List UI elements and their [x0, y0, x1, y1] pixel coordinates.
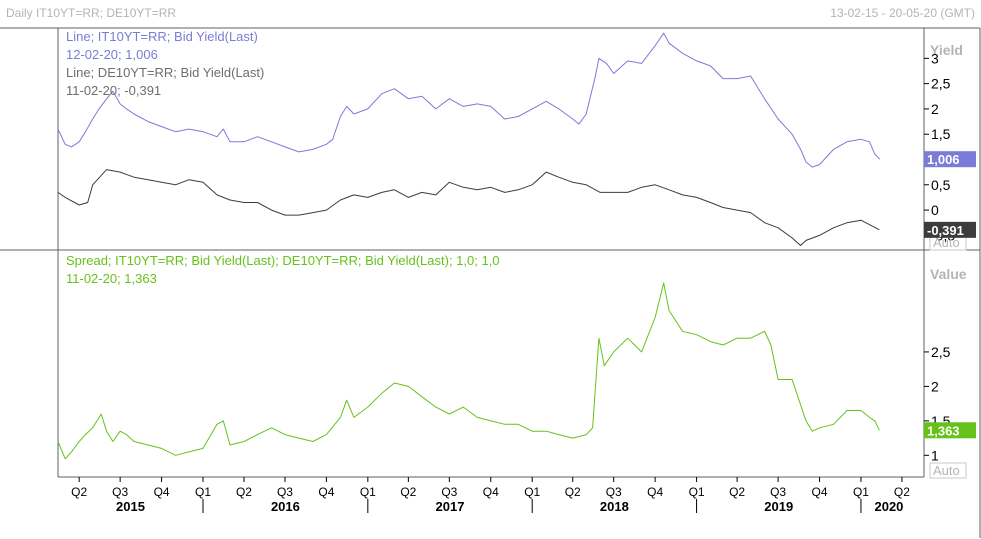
x-tick-label: Q2: [565, 485, 581, 499]
y-tick-label: 2: [931, 101, 939, 117]
series-line-it10yt-rr: [57, 32, 881, 168]
last-value-badge: [924, 221, 976, 238]
x-tick-label: Q1: [195, 485, 211, 499]
x-tick-label: Q2: [729, 485, 745, 499]
y-axis-label: Yield: [930, 42, 963, 58]
last-value-badge: [924, 151, 976, 168]
chart-title: Daily IT10YT=RR; DE10YT=RR: [6, 6, 177, 20]
year-label: 2019: [764, 499, 793, 514]
date-range: 13-02-15 - 20-05-20 (GMT): [830, 6, 975, 20]
legend-entry: 11-02-20; 1,363: [66, 271, 157, 286]
last-value-label: -0,391: [927, 223, 964, 238]
x-tick-label: Q4: [483, 485, 499, 499]
x-tick-label: Q4: [647, 485, 663, 499]
x-tick-label: Q1: [524, 485, 540, 499]
year-label: 2020: [874, 499, 903, 514]
x-tick-label: Q3: [770, 485, 786, 499]
y-tick-label: 0: [931, 202, 939, 218]
y-tick-label: 2: [931, 378, 939, 394]
y-axis-label: Value: [930, 266, 967, 282]
x-tick-label: Q3: [112, 485, 128, 499]
last-value-label: 1,006: [927, 152, 960, 167]
y-tick-label: 2,5: [931, 76, 951, 92]
x-tick-label: Q2: [894, 485, 910, 499]
x-tick-label: Q4: [812, 485, 828, 499]
legend-entry: 12-02-20; 1,006: [66, 47, 158, 62]
auto-scale-box: [929, 462, 967, 479]
year-label: 2015: [116, 499, 145, 514]
top-panel[interactable]: Yield32,521,510,50-0,5Auto1,006-0,391Lin…: [57, 29, 976, 251]
x-tick-label: Q1: [853, 485, 869, 499]
last-value-label: 1,363: [927, 423, 960, 438]
y-tick-label: 0,5: [931, 177, 951, 193]
legend-entry: Line; DE10YT=RR; Bid Yield(Last): [66, 65, 264, 80]
x-tick-label: Q3: [277, 485, 293, 499]
y-tick-label: 1: [931, 447, 939, 463]
y-tick-label: 2,5: [931, 344, 951, 360]
y-tick-label: 3: [931, 50, 939, 66]
y-tick-label: 1,5: [931, 126, 951, 142]
auto-scale-label: Auto: [933, 463, 960, 478]
x-tick-label: Q1: [689, 485, 705, 499]
year-label: 2018: [600, 499, 629, 514]
year-label: 2016: [271, 499, 300, 514]
auto-scale-label: Auto: [933, 235, 960, 250]
legend-entry: Line; IT10YT=RR; Bid Yield(Last): [66, 29, 258, 44]
x-tick-label: Q3: [606, 485, 622, 499]
last-value-badge: [924, 422, 976, 439]
x-tick-label: Q2: [236, 485, 252, 499]
series-line-spread: [57, 282, 880, 460]
series-line-de10yt-rr: [57, 169, 880, 246]
x-tick-label: Q2: [71, 485, 87, 499]
x-tick-label: Q4: [318, 485, 334, 499]
legend-entry: 11-02-20; -0,391: [66, 83, 161, 98]
legend-entry: Spread; IT10YT=RR; Bid Yield(Last); DE10…: [66, 253, 500, 268]
x-tick-label: Q2: [400, 485, 416, 499]
x-axis: Q2 Q3 Q4 Q1 Q2 Q3 Q4 Q1 Q2 Q3 Q4 Q1 Q2 Q3 Q4 Q1 Q2 Q3 Q4 Q1…: [71, 477, 910, 514]
x-tick-label: Q3: [441, 485, 457, 499]
x-tick-label: Q4: [154, 485, 170, 499]
x-tick-label: Q1: [360, 485, 376, 499]
year-label: 2017: [436, 499, 465, 514]
